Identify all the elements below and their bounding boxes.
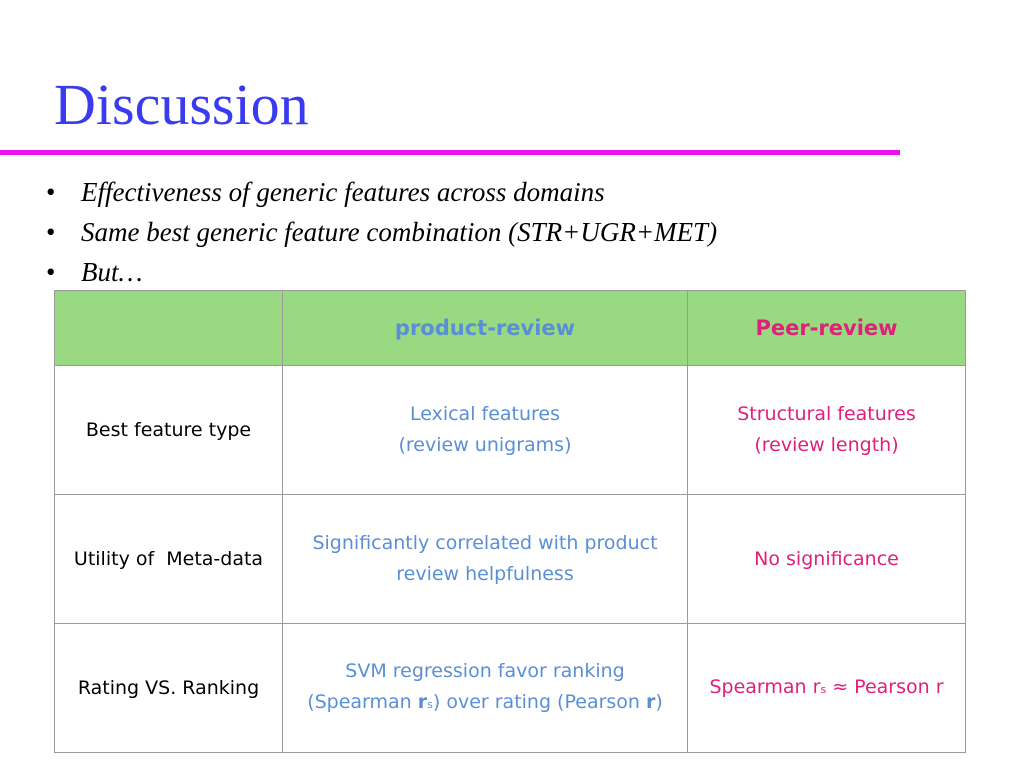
cell-line: (review length) bbox=[754, 434, 899, 456]
table-row: Rating VS. Ranking SVM regression favor … bbox=[54, 623, 966, 753]
bullet-item: • But… bbox=[46, 252, 717, 292]
product-cell: Significantly correlated with product re… bbox=[282, 494, 688, 624]
subscript: s bbox=[427, 698, 433, 711]
table-header-row: product-review Peer-review bbox=[54, 290, 966, 366]
text-run: ) over rating (Pearson bbox=[432, 691, 647, 713]
cell-line: (Spearman rs) over rating (Pearson r) bbox=[285, 687, 685, 720]
comparison-table: product-review Peer-review Best feature … bbox=[54, 290, 966, 753]
row-label: Rating VS. Ranking bbox=[54, 623, 283, 753]
header-cell-peer-review: Peer-review bbox=[687, 290, 966, 366]
cell-line: Lexical features bbox=[409, 403, 561, 425]
header-cell-product-review: product-review bbox=[282, 290, 688, 366]
bullet-text: Effectiveness of generic features across… bbox=[81, 177, 605, 207]
cell-line: (review unigrams) bbox=[398, 434, 572, 456]
subscript: s bbox=[820, 682, 827, 696]
peer-cell: Structural features (review length) bbox=[687, 365, 966, 495]
bullet-item: • Effectiveness of generic features acro… bbox=[46, 172, 717, 212]
cell-line: review helpfulness bbox=[396, 563, 574, 585]
bullet-icon: • bbox=[46, 257, 56, 287]
cell-line: Spearman rs ≈ Pearson r bbox=[690, 672, 963, 705]
bullet-icon: • bbox=[46, 217, 56, 247]
pearson-symbol: r bbox=[646, 691, 656, 713]
product-cell: SVM regression favor ranking (Spearman r… bbox=[282, 623, 688, 753]
bullet-item: • Same best generic feature combination … bbox=[46, 212, 717, 252]
text-run: ≈ Pearson r bbox=[826, 675, 944, 698]
table-row: Best feature type Lexical features (revi… bbox=[54, 365, 966, 495]
peer-cell: Spearman rs ≈ Pearson r bbox=[687, 623, 966, 753]
bullet-list: • Effectiveness of generic features acro… bbox=[46, 172, 717, 292]
text-run: (Spearman bbox=[307, 691, 418, 713]
header-cell-empty bbox=[54, 290, 283, 366]
row-label: Best feature type bbox=[54, 365, 283, 495]
cell-line: SVM regression favor ranking bbox=[345, 660, 625, 682]
bullet-text: But… bbox=[81, 257, 143, 287]
title-underline bbox=[0, 150, 900, 155]
row-label: Utility of Meta-data bbox=[54, 494, 283, 624]
peer-cell: No significance bbox=[687, 494, 966, 624]
cell-line: No significance bbox=[754, 547, 899, 570]
spearman-symbol: r bbox=[417, 691, 428, 713]
text-run: Spearman r bbox=[709, 675, 821, 698]
product-cell: Lexical features (review unigrams) bbox=[282, 365, 688, 495]
table-row: Utility of Meta-data Significantly corre… bbox=[54, 494, 966, 624]
cell-line: Structural features bbox=[737, 403, 916, 425]
text-run: ) bbox=[655, 691, 663, 713]
bullet-icon: • bbox=[46, 177, 56, 207]
slide-title: Discussion bbox=[54, 72, 309, 137]
bullet-text: Same best generic feature combination (S… bbox=[81, 217, 718, 247]
cell-line: Significantly correlated with product bbox=[312, 532, 658, 554]
